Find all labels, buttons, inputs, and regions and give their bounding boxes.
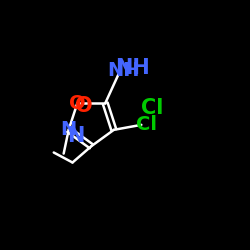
Text: NH: NH xyxy=(108,61,140,80)
Text: O: O xyxy=(69,94,86,113)
Text: N: N xyxy=(60,120,77,139)
Text: O: O xyxy=(75,96,92,116)
Text: NH: NH xyxy=(115,58,150,78)
Text: Cl: Cl xyxy=(141,98,164,117)
Text: N: N xyxy=(68,126,85,146)
Text: Cl: Cl xyxy=(136,115,157,134)
